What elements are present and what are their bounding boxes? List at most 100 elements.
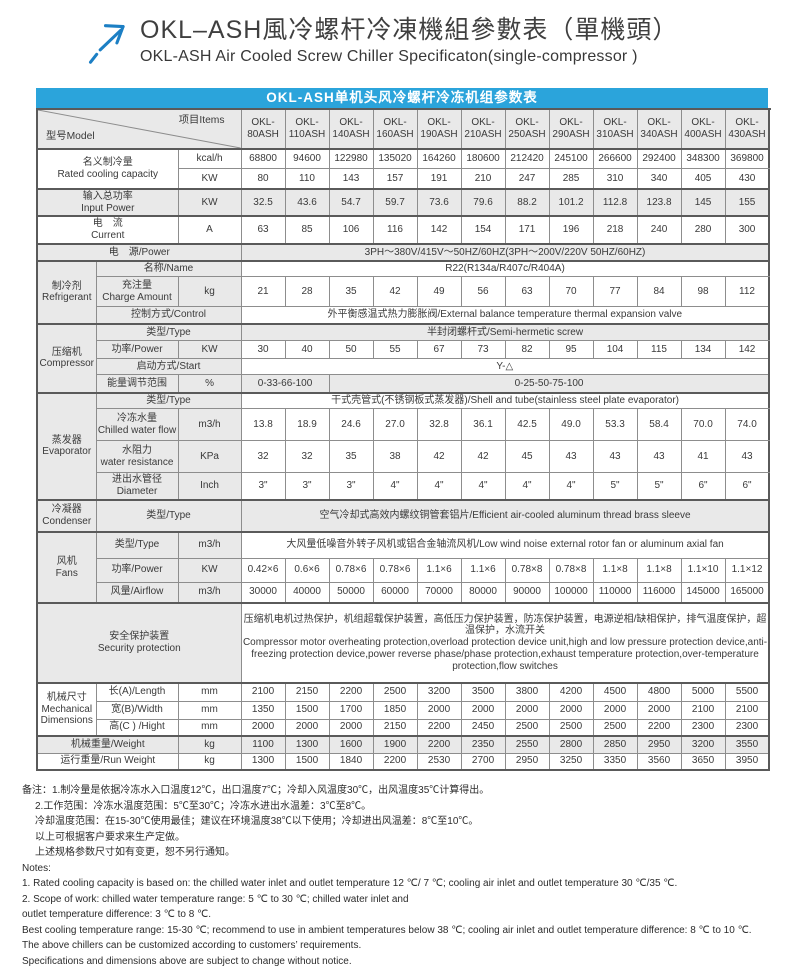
- model-prefix: OKL-: [251, 116, 275, 128]
- water-resistance-value: 43: [724, 440, 770, 474]
- pipe-diameter-value: 3": [240, 472, 286, 501]
- dim-width-value: 1850: [372, 700, 418, 720]
- rated-cooling-kcal-value: 180600: [460, 147, 506, 170]
- note-line: 2.工作范围：冷冻水温度范围：5℃至30℃；冷冻水进出水温差：3℃至8℃。: [35, 800, 372, 812]
- input-power-value: 79.6: [460, 187, 506, 217]
- note-line: outlet temperature difference: 3 ℃ to 8 …: [22, 909, 212, 921]
- charge-amount-label: 充注量 Charge Amount: [95, 276, 179, 308]
- water-resistance-value: 43: [592, 440, 638, 474]
- airflow-value: 145000: [680, 581, 726, 604]
- current-value: 142: [416, 215, 462, 245]
- current-value: 300: [724, 215, 770, 245]
- model-prefix: OKL-: [383, 116, 407, 128]
- airflow-value: 80000: [460, 581, 506, 604]
- chilled-water-flow-label: 冷冻水量 Chilled water flow: [95, 408, 179, 442]
- water-resistance-value: 32: [284, 440, 330, 474]
- dim-width-value: 2000: [504, 700, 550, 720]
- charge-amount-value: 77: [592, 276, 638, 308]
- compressor-power-value: 95: [548, 340, 594, 360]
- compressor-power-value: 30: [240, 340, 286, 360]
- start-mode-value-span: Y-△: [240, 358, 770, 376]
- charge-amount-value: 49: [416, 276, 462, 308]
- run-weight-unit: kg: [177, 752, 242, 771]
- rated-cooling-kw-value: 210: [460, 168, 506, 190]
- rated-cooling-kw-value: 405: [680, 168, 726, 190]
- page-title-en: OKL-ASH Air Cooled Screw Chiller Specifi…: [140, 47, 638, 65]
- model-name: 80ASH: [247, 128, 279, 140]
- model-column-header: OKL- 210ASH: [460, 107, 506, 150]
- power-supply-label: 电 源/Power: [36, 242, 242, 262]
- dim-length-value: 4800: [636, 682, 682, 702]
- model-column-header: OKL- 340ASH: [636, 107, 682, 150]
- rated-cooling-kcal-value: 245100: [548, 147, 594, 170]
- compressor-power-value: 73: [460, 340, 506, 360]
- water-resistance-value: 42: [416, 440, 462, 474]
- run-weight-value: 2200: [372, 752, 418, 771]
- spec-table-body: 项目Items 型号Model OKL- 80ASH OKL- 110ASH OKL- 140…: [36, 107, 770, 771]
- run-weight-value: 3250: [548, 752, 594, 771]
- note-line: Notes:: [22, 862, 51, 874]
- fan-power-value: 1.1×10: [680, 557, 726, 583]
- airflow-value: 50000: [328, 581, 374, 604]
- model-prefix: OKL-: [559, 116, 583, 128]
- dim-height-value: 2200: [416, 718, 462, 737]
- current-value: 85: [284, 215, 330, 245]
- energy-adjust-range-unit: %: [177, 374, 242, 394]
- fan-power-unit: KW: [177, 557, 242, 583]
- model-name: 160ASH: [376, 128, 414, 140]
- model-prefix: OKL-: [735, 116, 759, 128]
- fan-power-value: 0.78×8: [504, 557, 550, 583]
- current-value: 106: [328, 215, 374, 245]
- chilled-water-flow-value: 18.9: [284, 408, 330, 442]
- rated-cooling-kw-value: 430: [724, 168, 770, 190]
- model-name: 190ASH: [420, 128, 458, 140]
- dim-width-value: 1700: [328, 700, 374, 720]
- machine-weight-value: 1900: [372, 735, 418, 754]
- compressor-power-value: 115: [636, 340, 682, 360]
- airflow-value: 90000: [504, 581, 550, 604]
- rated-cooling-kw-value: 310: [592, 168, 638, 190]
- charge-amount-value: 42: [372, 276, 418, 308]
- dim-length-value: 3200: [416, 682, 462, 702]
- compressor-power-value: 104: [592, 340, 638, 360]
- refrigerant-name-group-label: 制冷剂 Refrigerant: [36, 259, 97, 325]
- machine-weight-unit: kg: [177, 735, 242, 754]
- input-power-value: 54.7: [328, 187, 374, 217]
- input-power-value: 88.2: [504, 187, 550, 217]
- water-resistance-value: 45: [504, 440, 550, 474]
- condenser-type-label: 类型/Type: [95, 499, 242, 533]
- note-line: Best cooling temperature range: 15-30 ℃;…: [22, 924, 752, 936]
- rated-cooling-kcal-value: 94600: [284, 147, 330, 170]
- page-title-zh: OKL–ASH風冷螺杆冷凍機組參數表（單機頭）: [140, 16, 679, 44]
- pipe-diameter-value: 4": [372, 472, 418, 501]
- dim-width-value: 1500: [284, 700, 330, 720]
- water-resistance-value: 35: [328, 440, 374, 474]
- water-resistance-label: 水阻力 water resistance: [95, 440, 179, 474]
- chilled-water-flow-value: 32.8: [416, 408, 462, 442]
- dim-width-value: 2000: [592, 700, 638, 720]
- dim-width-value: 2000: [460, 700, 506, 720]
- current-unit: A: [177, 215, 242, 245]
- note-line: 2. Scope of work: chilled water temperat…: [22, 893, 409, 905]
- input-power-value: 59.7: [372, 187, 418, 217]
- run-weight-value: 2530: [416, 752, 462, 771]
- pipe-diameter-value: 3": [284, 472, 330, 501]
- airflow-value: 40000: [284, 581, 330, 604]
- model-name: 110ASH: [288, 128, 326, 140]
- machine-weight-value: 1300: [284, 735, 330, 754]
- rated-cooling-kcal-value: 164260: [416, 147, 462, 170]
- dim-width-value: 2100: [724, 700, 770, 720]
- current-label: 电 流 Current: [36, 215, 179, 245]
- machine-weight-value: 2550: [504, 735, 550, 754]
- rated-cooling-kcal-value: 266600: [592, 147, 638, 170]
- rated-cooling-kcal-value: 369800: [724, 147, 770, 170]
- machine-weight-value: 3200: [680, 735, 726, 754]
- water-resistance-value: 38: [372, 440, 418, 474]
- compressor-power-value: 142: [724, 340, 770, 360]
- charge-amount-value: 84: [636, 276, 682, 308]
- chilled-water-flow-value: 13.8: [240, 408, 286, 442]
- title-block: OKL–ASH風冷螺杆冷凍機組參數表（單機頭） OKL-ASH Air Cool…: [140, 16, 678, 66]
- dim-height-value: 2000: [240, 718, 286, 737]
- model-column-header: OKL- 430ASH: [724, 107, 770, 150]
